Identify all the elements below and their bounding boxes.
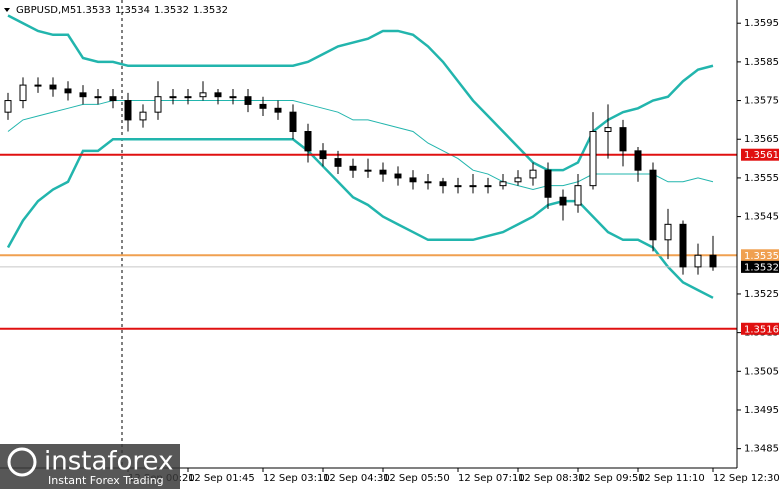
candle-body <box>319 150 327 160</box>
price-label: 1.3532 <box>744 262 779 273</box>
candle-body <box>619 127 627 152</box>
candle-body <box>469 185 477 188</box>
candle-body <box>634 150 642 171</box>
candle-body <box>154 96 162 113</box>
candle-body <box>334 158 342 167</box>
candle-body <box>94 96 102 99</box>
candle-body <box>559 196 567 206</box>
y-tick-label: 1.3545 <box>744 212 779 223</box>
candle-body <box>19 84 27 102</box>
x-tick-label: 12 Sep 07:10 <box>458 473 525 484</box>
candle-body <box>214 92 222 98</box>
candle-body <box>679 223 687 268</box>
candle-body <box>49 84 57 90</box>
candle-body <box>604 127 612 133</box>
candle-body <box>484 185 492 188</box>
candle-body <box>139 111 147 121</box>
y-tick-label: 1.3575 <box>744 96 779 107</box>
plot-area <box>0 14 737 330</box>
candle-body <box>529 169 537 179</box>
symbol: GBPUSD,M5 <box>16 5 76 16</box>
candle-body <box>694 254 702 268</box>
header-price: 1.3532 <box>154 5 189 16</box>
candle-body <box>229 96 237 99</box>
candle-body <box>454 185 462 188</box>
candle-body <box>649 169 657 241</box>
y-tick-label: 1.3505 <box>744 366 779 377</box>
candle-body <box>169 96 177 99</box>
price-label: 1.3516 <box>744 324 779 335</box>
candle-body <box>274 107 282 113</box>
x-tick-label: 12 Sep 09:50 <box>578 473 645 484</box>
candle-body <box>304 131 312 152</box>
candle-body <box>424 181 432 184</box>
x-tick-label: 12 Sep 08:30 <box>518 473 585 484</box>
header-price: 1.3532 <box>193 5 228 16</box>
y-tick-label: 1.3495 <box>744 405 779 416</box>
x-tick-label: 12 Sep 04:30 <box>323 473 390 484</box>
price-label: 1.3535 <box>744 251 779 262</box>
logo: instaforex Instant Forex Trading <box>0 444 180 489</box>
candle-body <box>409 177 417 183</box>
candle-body <box>184 96 192 99</box>
header-price: 1.3534 <box>115 5 150 16</box>
candle-body <box>4 100 12 113</box>
price-label-box <box>741 249 779 262</box>
candle-body <box>124 100 132 121</box>
logo-icon <box>7 447 37 477</box>
candle-body <box>259 103 267 109</box>
bollinger-band <box>7 14 714 172</box>
y-tick-label: 1.3555 <box>744 173 779 184</box>
y-tick-label: 1.3525 <box>744 289 779 300</box>
x-tick-label: 12 Sep 11:10 <box>638 473 705 484</box>
x-tick-label: 12 Sep 01:45 <box>188 473 255 484</box>
candle-body <box>199 92 207 98</box>
price-label: 1.3561 <box>744 150 779 161</box>
price-label-box <box>741 148 779 161</box>
candle-body <box>499 181 507 187</box>
logo-name: instaforex <box>44 447 173 477</box>
y-tick-label: 1.3585 <box>744 57 779 68</box>
candle-body <box>709 254 717 268</box>
candle-body <box>589 131 597 187</box>
header-price: 1.3533 <box>76 5 111 16</box>
candle-body <box>64 88 72 94</box>
candle-body <box>439 181 447 187</box>
candle-body <box>574 185 582 206</box>
candle-body <box>34 84 42 87</box>
x-tick-label: 12 Sep 12:30 <box>713 473 780 484</box>
logo-tagline: Instant Forex Trading <box>48 474 164 487</box>
price-label-box <box>741 322 779 335</box>
price-label-box <box>741 260 779 273</box>
candle-body <box>79 92 87 98</box>
candle-body <box>394 173 402 179</box>
y-tick-label: 1.3595 <box>744 18 779 29</box>
bollinger-band <box>6 137 714 299</box>
candle-body <box>289 111 297 133</box>
candle-body <box>244 96 252 105</box>
candle-body <box>364 169 372 172</box>
y-tick-label: 1.3485 <box>744 444 779 455</box>
candle-body <box>349 165 357 171</box>
x-tick-label: 12 Sep 05:50 <box>383 473 450 484</box>
candle-body <box>379 169 387 175</box>
candle-body <box>544 169 552 198</box>
x-tick-label: 12 Sep 03:10 <box>263 473 330 484</box>
y-tick-label: 1.3565 <box>744 134 779 145</box>
header-prices: 1.3533 1.3534 1.3532 1.3532 <box>76 5 228 16</box>
candle-body <box>664 223 672 241</box>
menu-arrow <box>4 8 10 12</box>
candle-body <box>109 96 117 102</box>
candle-body <box>514 177 522 183</box>
